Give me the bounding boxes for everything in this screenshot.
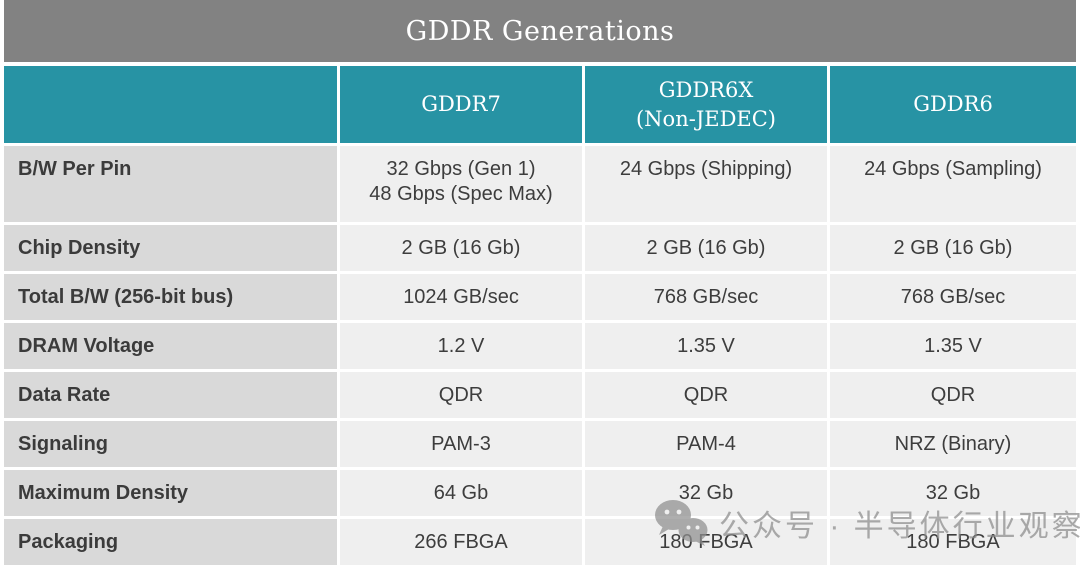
cell-value: 266 FBGA: [340, 519, 582, 565]
table-title: GDDR Generations: [4, 0, 1076, 62]
row-label: Maximum Density: [4, 470, 337, 516]
column-header-blank: [4, 66, 337, 143]
cell-value: 24 Gbps (Shipping): [585, 146, 827, 222]
cell-value: 24 Gbps (Sampling): [830, 146, 1076, 222]
cell-value: QDR: [830, 372, 1076, 418]
cell-value: 2 GB (16 Gb): [340, 225, 582, 271]
column-header-gddr6x: GDDR6X (Non-JEDEC): [585, 66, 827, 143]
row-label: B/W Per Pin: [4, 146, 337, 222]
row-label: Chip Density: [4, 225, 337, 271]
cell-value: PAM-4: [585, 421, 827, 467]
cell-value: PAM-3: [340, 421, 582, 467]
cell-value: 768 GB/sec: [585, 274, 827, 320]
cell-value: 2 GB (16 Gb): [585, 225, 827, 271]
row-label: Data Rate: [4, 372, 337, 418]
row-label: DRAM Voltage: [4, 323, 337, 369]
row-label: Signaling: [4, 421, 337, 467]
cell-value: 1.2 V: [340, 323, 582, 369]
column-header-gddr6: GDDR6: [830, 66, 1076, 143]
cell-value: NRZ (Binary): [830, 421, 1076, 467]
row-label: Total B/W (256-bit bus): [4, 274, 337, 320]
cell-value: QDR: [340, 372, 582, 418]
cell-value: 180 FBGA: [830, 519, 1076, 565]
cell-value: 2 GB (16 Gb): [830, 225, 1076, 271]
cell-value: 768 GB/sec: [830, 274, 1076, 320]
cell-value: 1.35 V: [830, 323, 1076, 369]
cell-value: QDR: [585, 372, 827, 418]
table-grid: GDDR7 GDDR6X (Non-JEDEC) GDDR6 B/W Per P…: [4, 66, 1076, 565]
cell-value: 1.35 V: [585, 323, 827, 369]
cell-value: 32 Gb: [585, 470, 827, 516]
cell-value: 64 Gb: [340, 470, 582, 516]
column-header-gddr7: GDDR7: [340, 66, 582, 143]
cell-value: 180 FBGA: [585, 519, 827, 565]
cell-value: 32 Gb: [830, 470, 1076, 516]
gddr-table: GDDR Generations GDDR7 GDDR6X (Non-JEDEC…: [4, 0, 1076, 565]
cell-value: 1024 GB/sec: [340, 274, 582, 320]
cell-value: 32 Gbps (Gen 1) 48 Gbps (Spec Max): [340, 146, 582, 222]
row-label: Packaging: [4, 519, 337, 565]
